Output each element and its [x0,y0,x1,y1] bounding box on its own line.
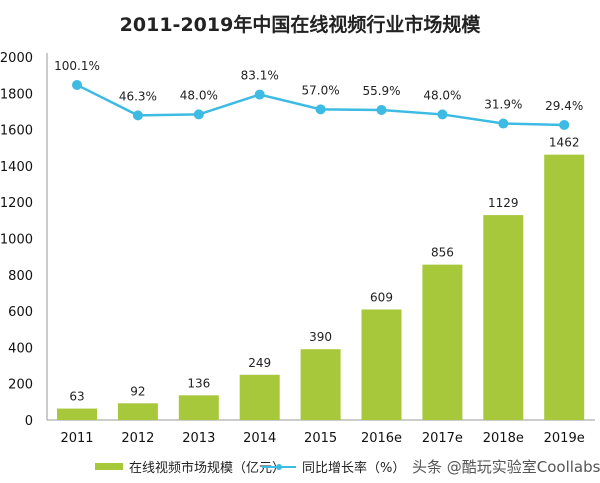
bar [178,395,219,420]
y-tick-label: 800 [8,269,33,284]
legend-item-bar: 在线视频市场规模（亿元） [95,457,285,476]
bar-data-label: 856 [431,246,454,260]
growth-point [437,109,448,120]
legend-label-line: 同比增长率（%） [302,461,406,476]
x-tick-label: 2013 [182,431,215,446]
y-tick-label: 1600 [0,124,33,139]
bar-data-label: 1129 [488,196,519,210]
growth-point [376,104,387,115]
growth-point [498,118,509,129]
growth-point [254,89,265,100]
y-tick-label: 1400 [0,160,33,175]
x-tick-label: 2018e [483,431,524,446]
bar-data-label: 92 [130,384,145,398]
watermark: 头条 @酷玩实验室Coollabs [412,458,600,476]
bar-data-label: 249 [248,356,271,370]
bar-data-label: 136 [187,376,210,390]
growth-point [72,79,82,90]
legend-label-bar: 在线视频市场规模（亿元） [129,461,286,476]
growth-data-label: 31.9% [484,98,522,112]
legend-item-line: 同比增长率（%） [262,457,405,476]
bar [300,349,341,420]
growth-data-label: 29.4% [545,99,583,113]
growth-data-label: 100.1% [54,59,100,73]
growth-data-label: 83.1% [241,69,279,83]
growth-data-label: 48.0% [180,88,218,102]
growth-point [132,110,143,121]
bar [239,374,280,420]
growth-data-label: 46.3% [119,89,157,103]
bar [544,154,585,420]
x-tick-label: 2017e [422,431,463,446]
legend-swatch-bar [95,463,123,470]
x-tick-label: 2016e [361,431,402,446]
growth-data-label: 55.9% [362,84,400,98]
bar [117,403,158,420]
legend-swatch-line [262,463,296,470]
legend: 在线视频市场规模（亿元） 同比增长率（%） [0,453,600,483]
y-tick-label: 0 [25,414,33,429]
growth-data-label: 48.0% [423,88,461,102]
x-tick-label: 2019e [544,431,585,446]
growth-point [315,104,326,115]
x-tick-label: 2014 [243,431,276,446]
y-tick-label: 2000 [0,51,33,66]
y-tick-label: 600 [8,305,33,320]
x-tick-label: 2012 [121,431,154,446]
bar [57,408,97,420]
y-tick-label: 1200 [0,196,33,211]
bar [422,264,463,420]
y-tick-label: 200 [8,378,33,393]
bar-data-label: 609 [370,290,393,304]
growth-point [559,119,570,130]
chart-title: 2011-2019年中国在线视频行业市场规模 [119,14,481,36]
y-tick-label: 1000 [0,233,33,248]
growth-data-label: 57.0% [302,83,340,97]
bar [483,215,524,420]
bar [361,309,402,420]
y-tick-label: 1800 [0,87,33,102]
x-tick-label: 2015 [304,431,337,446]
bar-data-label: 63 [69,390,84,404]
growth-point [193,109,204,120]
bar-data-label: 1462 [549,136,580,150]
bar-data-label: 390 [309,330,332,344]
x-tick-label: 2011 [60,431,93,446]
y-tick-label: 400 [8,341,33,356]
